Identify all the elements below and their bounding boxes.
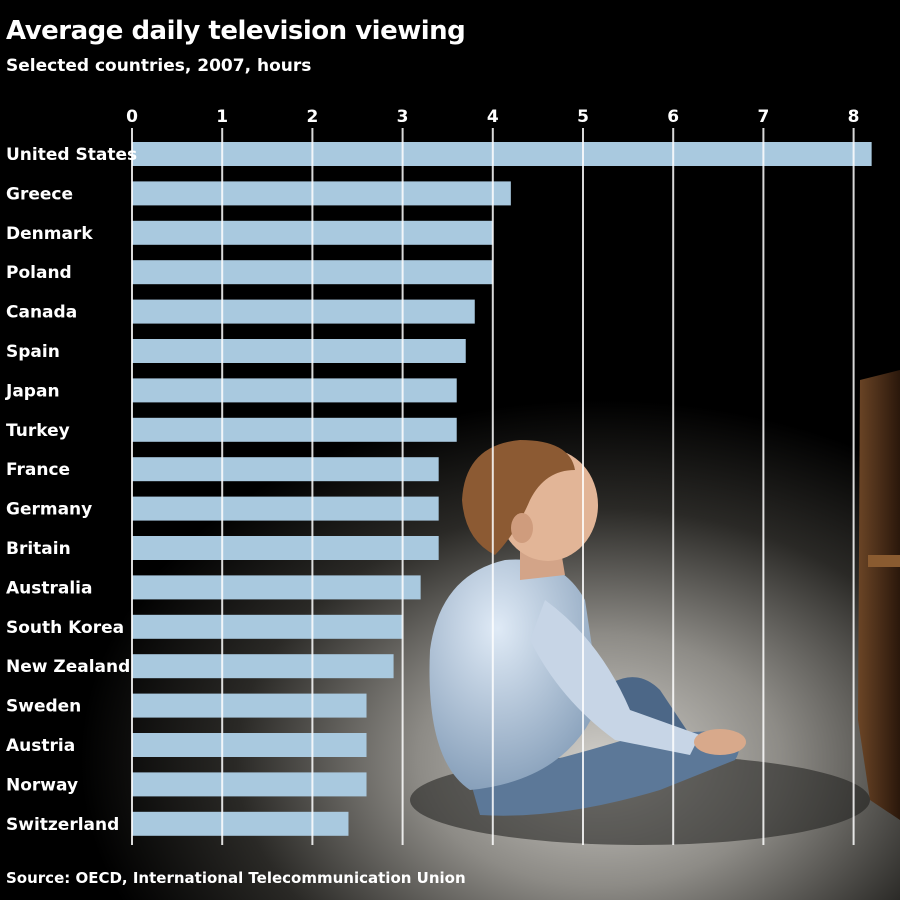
bar-norway bbox=[132, 772, 367, 797]
category-label: Denmark bbox=[6, 224, 93, 244]
category-label: Japan bbox=[5, 381, 60, 401]
boy-legs bbox=[470, 730, 739, 816]
boy-ear bbox=[511, 513, 533, 543]
boy-hand bbox=[694, 729, 746, 755]
bar-germany bbox=[132, 496, 439, 521]
x-tick-label: 0 bbox=[126, 107, 138, 127]
bar-britain bbox=[132, 536, 439, 560]
category-label: Australia bbox=[6, 578, 93, 598]
category-label: Greece bbox=[6, 184, 73, 204]
x-tick-label: 1 bbox=[216, 107, 228, 127]
bar-canada bbox=[132, 299, 475, 324]
bar-spain bbox=[132, 339, 466, 363]
category-label: Poland bbox=[6, 263, 72, 283]
bar-japan bbox=[132, 378, 457, 403]
bar-switzerland bbox=[132, 811, 349, 836]
bar-south-korea bbox=[132, 614, 403, 639]
bar-greece bbox=[132, 181, 511, 206]
category-label: Germany bbox=[6, 500, 92, 520]
category-label: Britain bbox=[6, 539, 71, 559]
x-tick-label: 7 bbox=[757, 107, 769, 127]
bar-france bbox=[132, 457, 439, 482]
boy-hair bbox=[462, 440, 575, 555]
chart-source: Source: OECD, International Telecommunic… bbox=[6, 869, 466, 887]
category-label: Norway bbox=[6, 775, 78, 795]
x-tick-label: 3 bbox=[397, 107, 409, 127]
x-tick-label: 8 bbox=[848, 107, 860, 127]
category-label: France bbox=[6, 460, 70, 480]
category-label: Canada bbox=[6, 303, 77, 323]
category-label: United States bbox=[6, 145, 137, 165]
category-label: Austria bbox=[6, 736, 75, 756]
x-tick-label: 6 bbox=[667, 107, 679, 127]
bar-sweden bbox=[132, 693, 367, 718]
category-label: Spain bbox=[6, 342, 60, 362]
category-label: Turkey bbox=[6, 421, 70, 441]
x-tick-label: 4 bbox=[487, 107, 499, 127]
bar-united-states bbox=[132, 142, 872, 166]
x-tick-label: 2 bbox=[306, 107, 318, 127]
category-label: Switzerland bbox=[6, 815, 119, 835]
tv-cabinet bbox=[858, 370, 900, 820]
tv-shelf bbox=[868, 555, 900, 567]
boy-arm bbox=[530, 600, 700, 755]
chart-title: Average daily television viewing bbox=[6, 16, 466, 46]
bar-new-zealand bbox=[132, 654, 394, 679]
bar-turkey bbox=[132, 417, 457, 442]
bar-austria bbox=[132, 733, 367, 757]
bar-australia bbox=[132, 575, 421, 600]
chart-subtitle: Selected countries, 2007, hours bbox=[6, 56, 312, 76]
category-label: New Zealand bbox=[6, 657, 130, 677]
category-label: Sweden bbox=[6, 697, 81, 717]
category-label: South Korea bbox=[6, 618, 124, 638]
x-tick-label: 5 bbox=[577, 107, 589, 127]
